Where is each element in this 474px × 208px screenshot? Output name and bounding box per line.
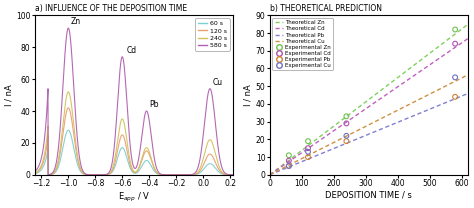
Point bbox=[285, 164, 292, 168]
Point bbox=[304, 139, 312, 143]
Point bbox=[304, 147, 312, 150]
Text: Zn: Zn bbox=[71, 17, 81, 26]
Point bbox=[343, 115, 350, 118]
Point bbox=[343, 134, 350, 137]
Point bbox=[304, 150, 312, 154]
Text: b) THEORETICAL PREDICTION: b) THEORETICAL PREDICTION bbox=[270, 4, 382, 13]
Point bbox=[285, 159, 292, 162]
Point bbox=[451, 42, 459, 45]
Point bbox=[304, 155, 312, 159]
Legend: Theoretical Zn, Theoretical Cd, Theoretical Pb, Theoretical Cu, Experimental Zn,: Theoretical Zn, Theoretical Cd, Theoreti… bbox=[273, 18, 333, 70]
Legend: 60 s, 120 s, 240 s, 580 s: 60 s, 120 s, 240 s, 580 s bbox=[195, 19, 230, 51]
Text: Cd: Cd bbox=[126, 46, 137, 55]
Point bbox=[343, 122, 350, 125]
X-axis label: DEPOSITION TIME / s: DEPOSITION TIME / s bbox=[325, 191, 412, 200]
Point bbox=[451, 76, 459, 79]
Point bbox=[285, 154, 292, 157]
X-axis label: E$_{app}$ / V: E$_{app}$ / V bbox=[118, 191, 150, 204]
Point bbox=[285, 164, 292, 168]
Text: Cu: Cu bbox=[213, 78, 223, 87]
Point bbox=[451, 95, 459, 99]
Text: a) INFLUENCE OF THE DEPOSITION TIME: a) INFLUENCE OF THE DEPOSITION TIME bbox=[35, 4, 187, 13]
Point bbox=[451, 28, 459, 31]
Y-axis label: I / nA: I / nA bbox=[244, 84, 253, 106]
Y-axis label: I / nA: I / nA bbox=[4, 84, 13, 106]
Point bbox=[343, 139, 350, 143]
Text: Pb: Pb bbox=[149, 100, 159, 109]
